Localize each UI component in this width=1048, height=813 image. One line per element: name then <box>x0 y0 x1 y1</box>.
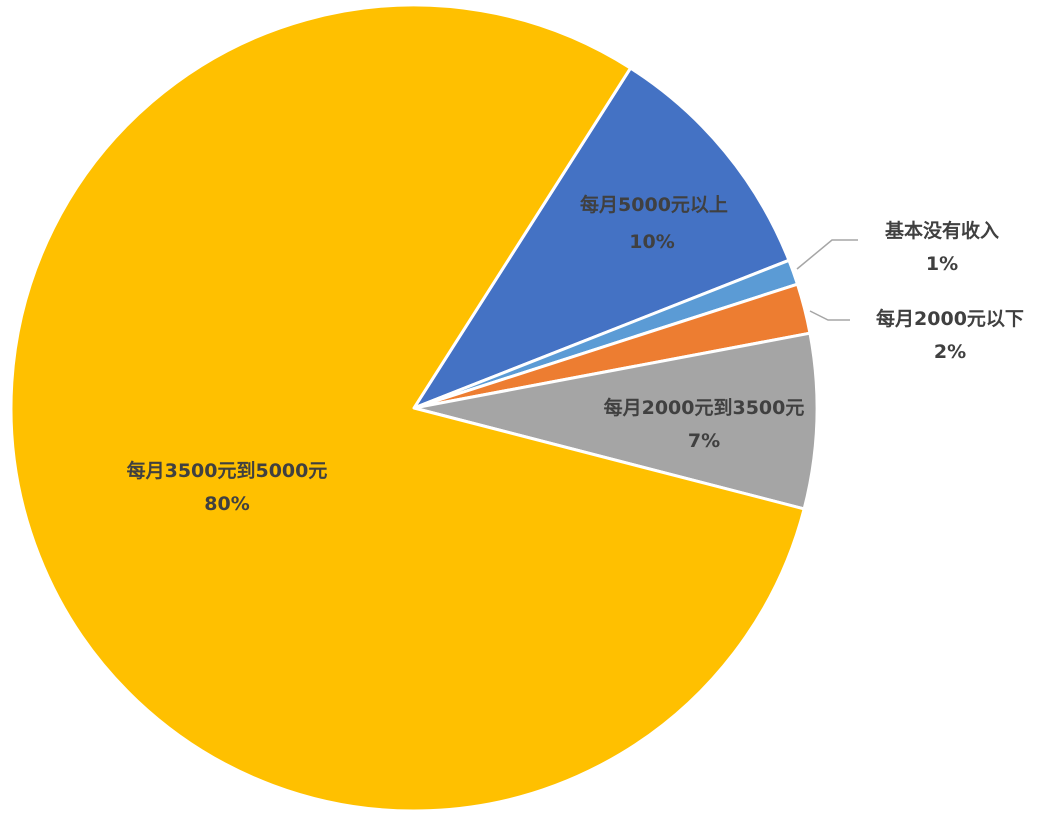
leader-line-below-2000 <box>809 310 850 321</box>
pie-slice-2000-3500 <box>412 331 819 511</box>
slice-label-3500-5000: 每月3500元到5000元 <box>127 459 328 482</box>
leader-line-no-income <box>796 239 858 270</box>
slice-label-below-2000: 每月2000元以下 <box>876 307 1024 330</box>
pie-slice-above-5000 <box>412 66 791 410</box>
slice-pct-above-5000: 10% <box>629 231 674 253</box>
slice-label-no-income: 基本没有收入 <box>884 219 999 242</box>
slice-label-2000-3500: 每月2000元到3500元 <box>604 396 805 419</box>
pie-slice-3500-5000 <box>9 3 806 813</box>
slice-pct-no-income: 1% <box>926 253 958 275</box>
slice-pct-below-2000: 2% <box>934 341 966 363</box>
slice-label-above-5000: 每月5000元以上 <box>580 193 728 216</box>
slice-pct-2000-3500: 7% <box>688 430 720 452</box>
slice-pct-3500-5000: 80% <box>204 493 249 515</box>
